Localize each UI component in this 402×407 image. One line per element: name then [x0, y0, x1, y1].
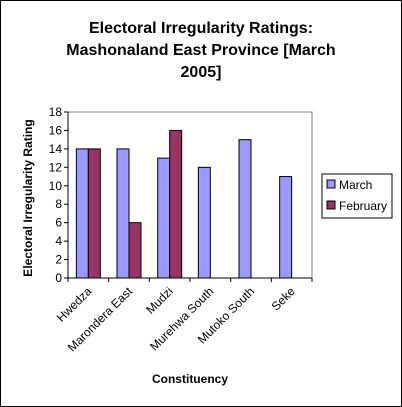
bar-march-murehwa-south [197, 166, 211, 279]
bar-march-mudzi [157, 157, 171, 279]
y-tick-label: 8 [55, 197, 62, 211]
y-tick-label: 18 [49, 105, 63, 119]
chart-title-line: 2005] [181, 64, 222, 81]
legend-swatch [326, 179, 336, 189]
legend-label: March [339, 178, 372, 192]
bar-march-mutoko-south [238, 139, 252, 279]
legend-label: February [339, 199, 387, 213]
y-tick-label: 4 [55, 234, 62, 248]
bar-march-hwedza [75, 148, 89, 279]
bar-march-seke [279, 176, 293, 279]
bars [75, 129, 293, 279]
chart-title: Electoral Irregularity Ratings: Mashonala… [66, 20, 335, 81]
bar-february-marondera-east [128, 222, 142, 279]
chart-title-line: Mashonaland East Province [March [66, 42, 335, 59]
y-tick-label: 12 [49, 160, 63, 174]
bar-march-marondera-east [116, 148, 130, 279]
y-tick-label: 2 [55, 253, 62, 267]
y-tick-label: 14 [49, 142, 63, 156]
bar-february-mudzi [169, 129, 183, 279]
plot-frame [67, 111, 313, 279]
legend-swatch [326, 200, 336, 210]
chart-title-line: Electoral Irregularity Ratings: [89, 20, 313, 37]
y-tick-label: 6 [55, 216, 62, 230]
plot-area [67, 111, 313, 279]
x-axis-label: Constituency [152, 372, 228, 386]
legend: March February [321, 173, 393, 219]
y-tick-label: 0 [55, 271, 62, 285]
bar-february-hwedza [87, 148, 101, 279]
y-tick-label: 16 [49, 123, 63, 137]
y-axis-ticks: 0 2 4 6 8 10 12 14 16 18 [49, 105, 68, 285]
y-axis-label: Electoral Irregularity Rating [21, 119, 35, 276]
y-tick-label: 10 [49, 179, 63, 193]
